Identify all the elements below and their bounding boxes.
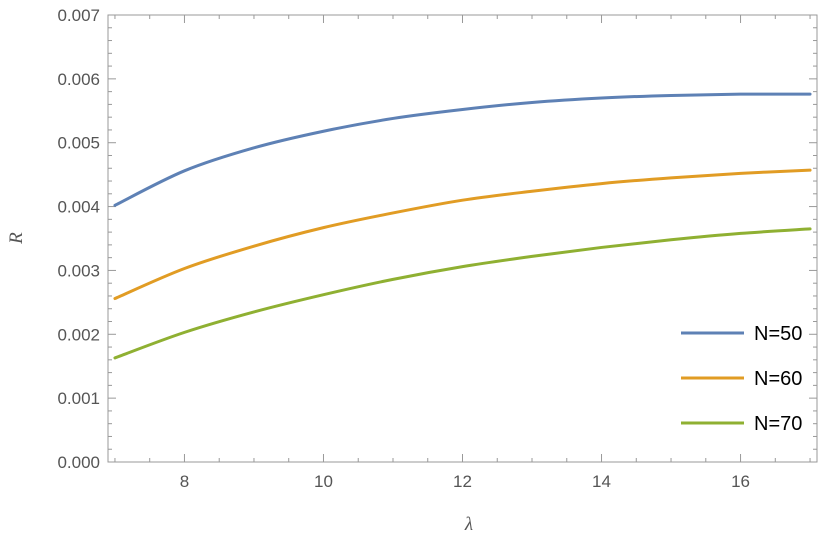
legend: N=50 N=60 N=70: [681, 323, 802, 435]
legend-label: N=70: [754, 413, 802, 435]
y-tick-label: 0.003: [57, 261, 100, 280]
plot-frame: [107, 14, 818, 463]
x-tick-label: 16: [731, 472, 750, 491]
series-line-3: [113, 227, 812, 360]
y-axis: 0.000 0.001 0.002 0.003 0.004 0.005 0.006 0.007: [57, 6, 817, 472]
y-tick-label: 0.002: [57, 325, 100, 344]
series-line-2: [113, 168, 812, 301]
x-tick-label: 8: [180, 472, 189, 491]
y-tick-label: 0.006: [57, 70, 100, 89]
x-tick-label: 14: [592, 472, 611, 491]
x-axis-label: λ: [464, 514, 473, 535]
x-tick-label: 10: [314, 472, 333, 491]
y-tick-label: 0.004: [57, 198, 100, 217]
series-lines: [113, 92, 812, 360]
y-tick-label: 0.007: [57, 6, 100, 25]
x-axis: 8 10 12 14 16: [114, 15, 811, 491]
y-tick-label: 0.005: [57, 134, 100, 153]
legend-label: N=60: [754, 368, 802, 390]
series-line-1: [113, 92, 812, 207]
y-tick-label: 0.001: [57, 389, 100, 408]
y-axis-label: R: [6, 232, 27, 245]
legend-label: N=50: [754, 323, 802, 345]
x-tick-label: 12: [453, 472, 472, 491]
y-tick-label: 0.000: [57, 453, 100, 472]
